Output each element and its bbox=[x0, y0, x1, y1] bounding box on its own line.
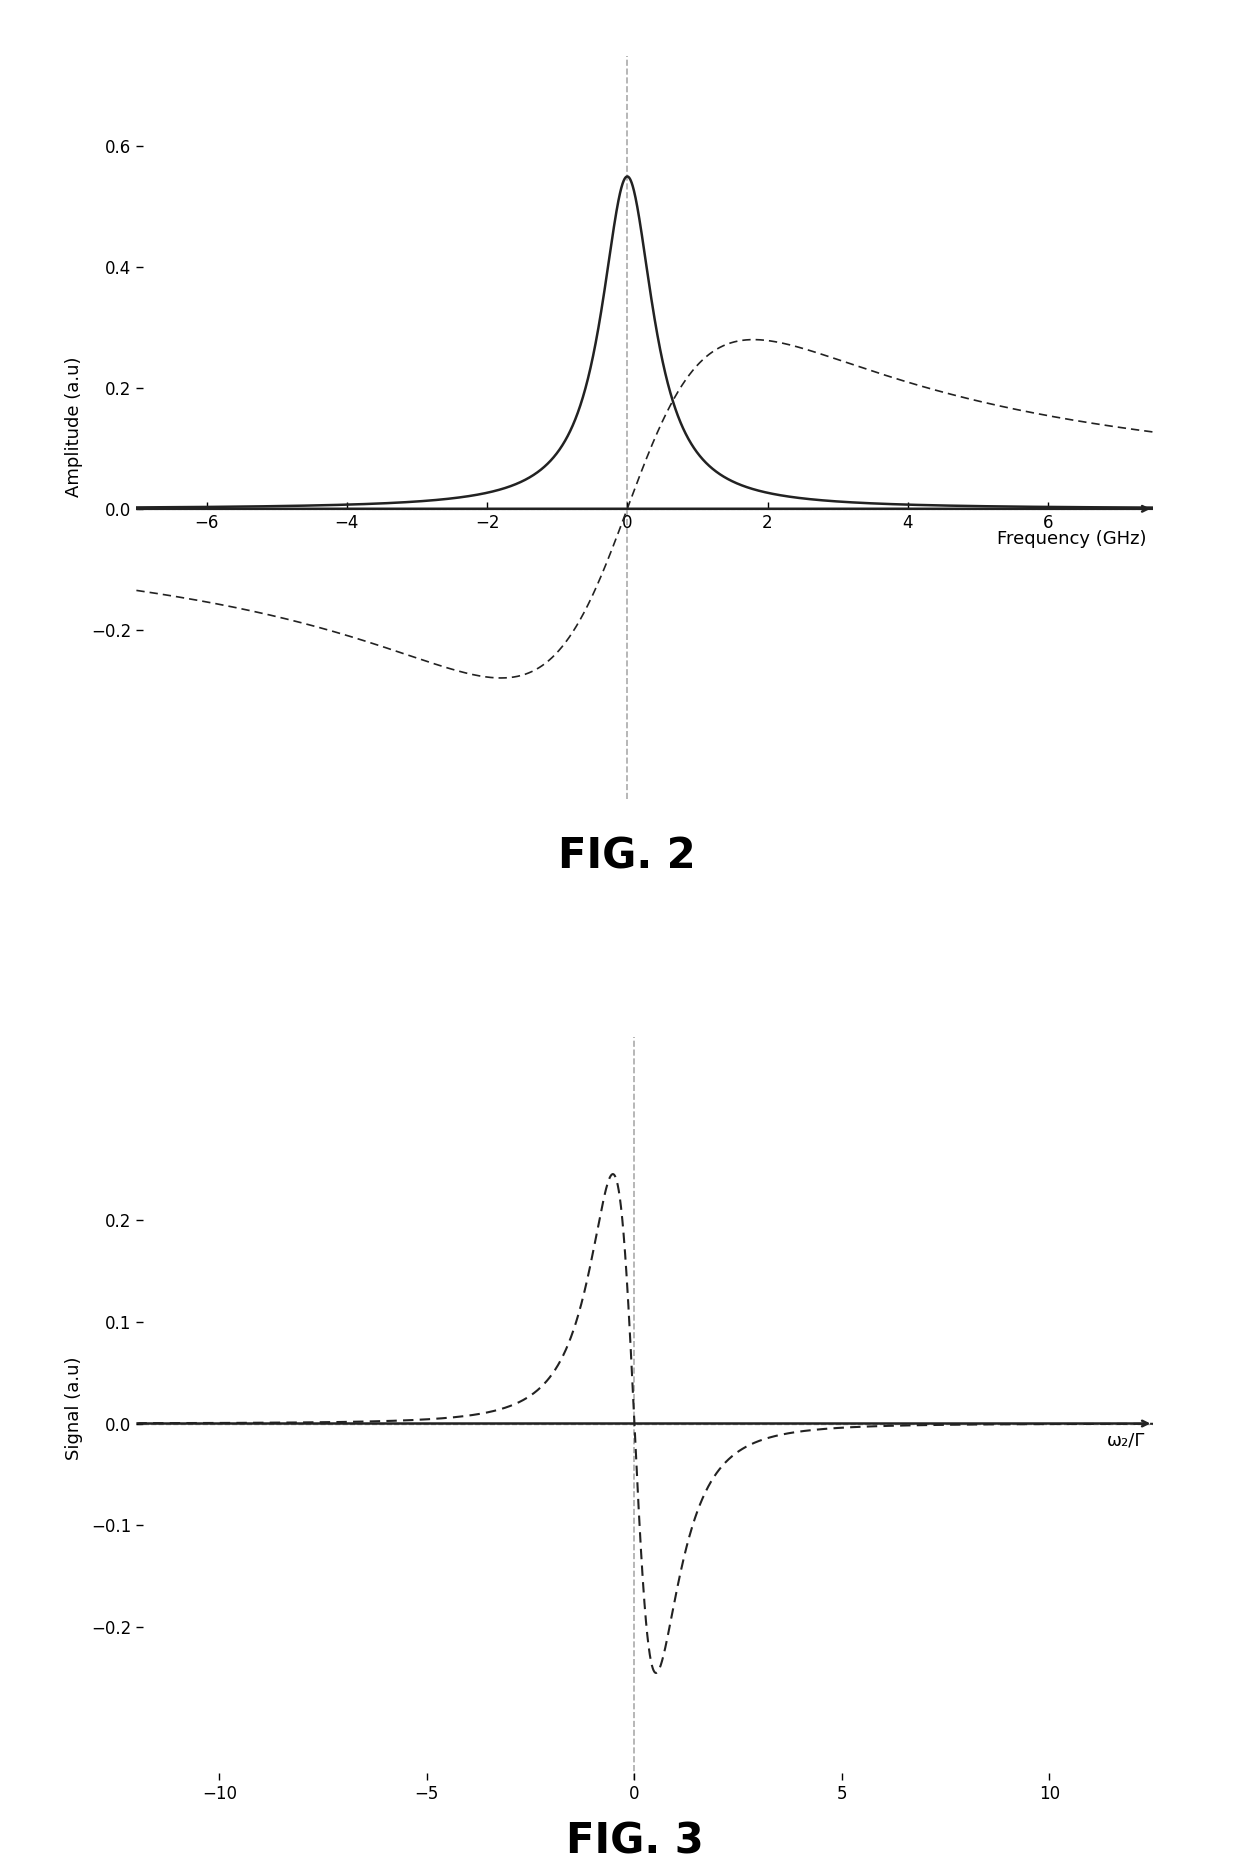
Y-axis label: Signal (a.u): Signal (a.u) bbox=[64, 1357, 83, 1459]
Text: ω₂/Γ: ω₂/Γ bbox=[1106, 1431, 1145, 1450]
Text: FIG. 3: FIG. 3 bbox=[565, 1821, 703, 1854]
Text: FIG. 2: FIG. 2 bbox=[558, 834, 696, 877]
Text: Frequency (GHz): Frequency (GHz) bbox=[997, 530, 1146, 549]
Y-axis label: Amplitude (a.u): Amplitude (a.u) bbox=[64, 358, 83, 497]
